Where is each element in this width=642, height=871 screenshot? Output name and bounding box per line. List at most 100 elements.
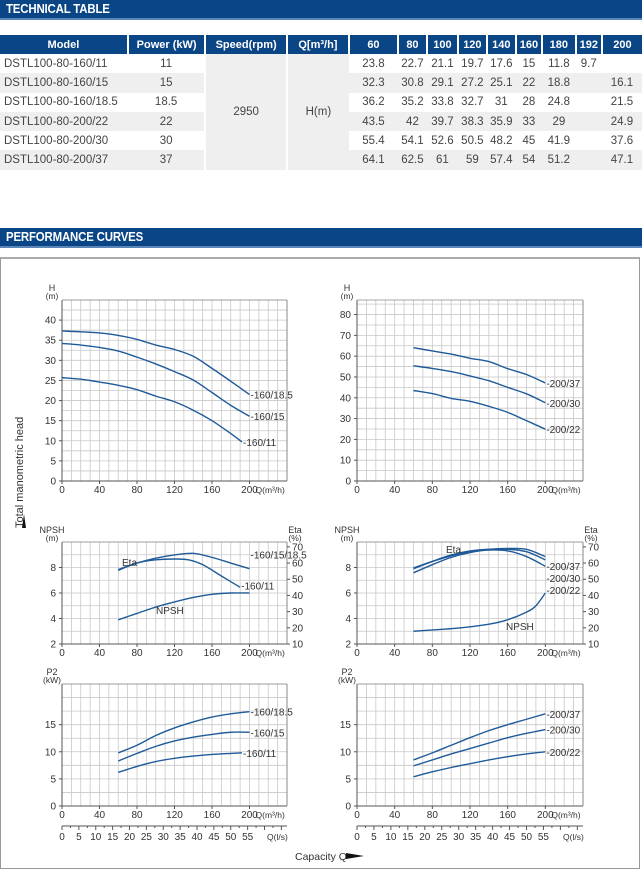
head-value-cell: 57.4	[486, 150, 516, 170]
series-label: -160/15	[251, 412, 285, 423]
y-axis-unit: (kW)	[43, 675, 61, 685]
model-cell: DSTL100-80-200/37	[0, 150, 128, 170]
chart-head-200	[354, 299, 584, 484]
x-tick-label: 120	[166, 485, 183, 496]
x2-axis-label: Q(l/s)	[267, 832, 288, 842]
series-label: -200/30	[546, 574, 580, 585]
y-tick-label: 6	[345, 589, 351, 600]
x-tick-label: 120	[462, 485, 479, 496]
series-label: -160/15	[251, 728, 285, 739]
head-value-cell: 17.6	[490, 57, 513, 70]
x2-tick-label: 55	[538, 832, 550, 843]
y-tick-label: 70	[340, 331, 352, 342]
y-tick-label: 0	[345, 477, 351, 488]
y-axis-unit: (m)	[46, 533, 59, 543]
col-flow: 192	[574, 35, 602, 54]
head-value-cell: 30.8	[397, 73, 427, 93]
x-tick-label: 160	[499, 648, 516, 659]
series-line-200-37	[413, 346, 546, 384]
model-cell: DSTL100-80-160/18.5	[4, 96, 118, 109]
y-tick-label: 80	[340, 310, 352, 321]
power-cell: 11	[160, 57, 173, 70]
head-value-cell: 43.5	[348, 111, 398, 132]
head-value-cell: 51.2	[542, 150, 576, 170]
y-tick-label: 8	[345, 563, 351, 574]
head-value-cell: 41.9	[547, 134, 571, 147]
head-value-cell: 48.2	[490, 134, 513, 147]
y-tick-label: 40	[45, 316, 57, 327]
x-tick-label: 80	[131, 485, 143, 496]
x-tick-label: 200	[537, 648, 554, 659]
head-value-cell: 22	[515, 73, 543, 93]
y-tick-label: 15	[45, 720, 57, 731]
y-tick-label: 0	[50, 802, 56, 813]
x-tick-label: 40	[94, 485, 106, 496]
x-tick-label: 0	[59, 810, 65, 821]
y-tick-label: 5	[345, 774, 351, 785]
head-value-cell: 39.7	[426, 111, 458, 132]
x-axis-label: Q(m³/h)	[551, 485, 580, 495]
x-tick-label: 80	[131, 810, 143, 821]
y-tick-label: 2	[50, 640, 56, 651]
col-flow: 80	[396, 35, 427, 54]
series-label: -200/22	[546, 586, 580, 597]
head-value-cell: 25.1	[486, 73, 516, 93]
x2-tick-label: 25	[436, 832, 448, 843]
head-value-cell: 33	[515, 111, 543, 132]
series-label: -160/15/18.5	[251, 551, 308, 562]
series-line-160-15	[117, 731, 250, 762]
table-row: DSTL100-80-160/15 15 32.3 30.8 29.1 27.2 25.1 2…	[0, 73, 642, 93]
head-value-cell: 50.5	[461, 134, 484, 147]
table-row: DSTL100-80-160/18.5 18.5 36.2 35.2 33.8 32.7 3…	[0, 93, 642, 112]
arrow-up-icon	[22, 514, 26, 528]
x-tick-label: 200	[241, 810, 258, 821]
performance-curves-header: PERFORMANCE CURVES	[0, 228, 642, 248]
head-value-cell: 61	[426, 150, 458, 170]
series-line-200-30	[413, 365, 546, 404]
y2-tick-label: 10	[588, 640, 600, 651]
x-tick-label: 40	[389, 648, 401, 659]
x2-tick-label: 5	[371, 832, 377, 843]
y-tick-label: 60	[340, 352, 352, 363]
x2-tick-label: 15	[402, 832, 414, 843]
head-value-cell: 16.1	[601, 73, 642, 93]
x2-tick-label: 35	[470, 832, 482, 843]
col-power: Power (kW)	[126, 35, 206, 54]
head-value-cell: 47.1	[601, 150, 642, 170]
x2-tick-label: 30	[158, 832, 170, 843]
technical-table-header: TECHNICAL TABLE	[0, 0, 642, 20]
x-tick-label: 40	[389, 485, 401, 496]
y2-axis-label: Eta	[584, 525, 598, 535]
y-axis-unit: (kW)	[338, 675, 356, 685]
x2-tick-label: 55	[242, 832, 254, 843]
x-tick-label: 200	[537, 485, 554, 496]
chart-npsh-eta-200	[354, 541, 586, 647]
head-value-cell: 15	[522, 57, 536, 70]
col-flow: 200	[600, 35, 642, 54]
speed-cell: 2950	[204, 54, 287, 170]
x2-tick-label: 20	[124, 832, 136, 843]
col-flow: 60	[347, 35, 398, 54]
y2-tick-label: 60	[588, 559, 600, 570]
y-tick-label: 40	[340, 393, 352, 404]
series-label: -200/30	[546, 399, 580, 410]
x2-tick-label: 40	[487, 832, 499, 843]
head-value-cell	[575, 111, 602, 132]
table-row: DSTL100-80-200/22 22 43.5 42 39.7 38.3 35.9 33 2…	[0, 111, 642, 132]
y-tick-label: 10	[45, 436, 57, 447]
x-tick-label: 0	[59, 648, 65, 659]
x-axis-label: Q(m³/h)	[256, 648, 285, 658]
x2-tick-label: 5	[76, 832, 82, 843]
col-flow: 180	[541, 35, 576, 54]
y-tick-label: 15	[340, 720, 352, 731]
x2-tick-label: 30	[453, 832, 465, 843]
x-tick-label: 80	[427, 485, 439, 496]
y-tick-label: 0	[345, 802, 351, 813]
series-line-200-37	[413, 713, 546, 761]
series-line-200-30	[413, 548, 546, 570]
series-line-160-11	[61, 376, 243, 443]
head-value-cell: 23.8	[362, 57, 385, 70]
x-tick-label: 80	[427, 648, 439, 659]
series-line-200-22	[413, 389, 546, 430]
